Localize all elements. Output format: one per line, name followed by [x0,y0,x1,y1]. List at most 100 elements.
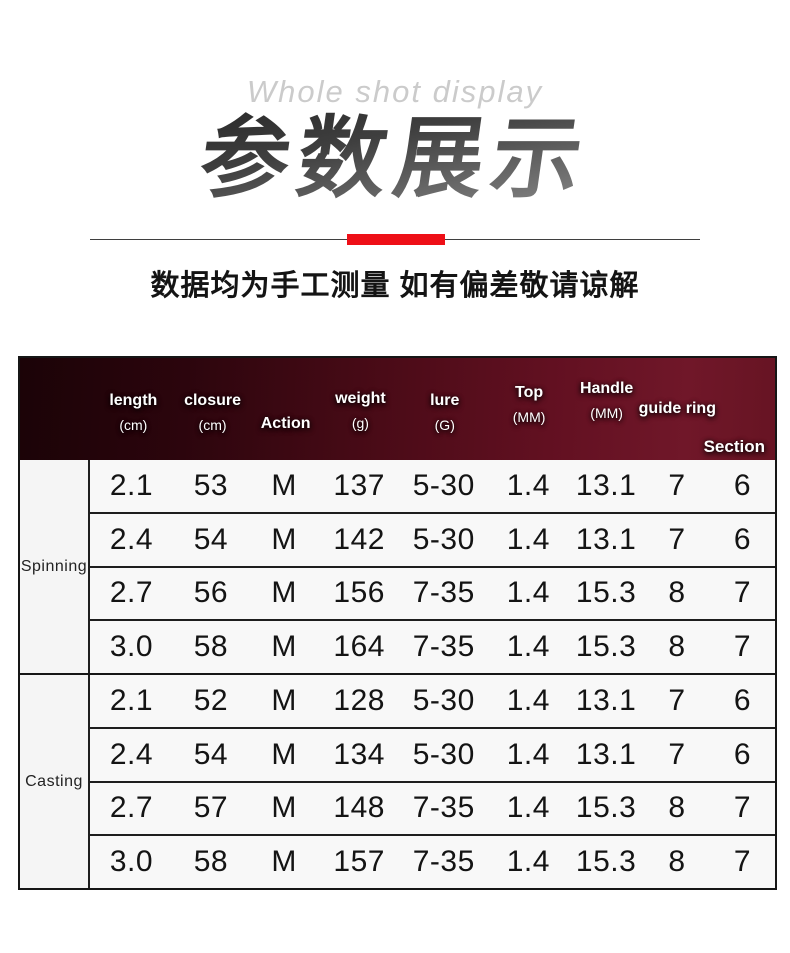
spec-cell: 5-30 [412,737,475,771]
spec-cell: 1.4 [506,630,550,664]
spec-cell: 53 [193,468,229,502]
spec-cell: 2.4 [109,737,154,771]
spec-cell: 8 [668,630,686,664]
spec-cell: 1.4 [506,468,550,502]
column-header-action: Action [250,358,320,460]
column-label: Action [260,415,311,432]
spec-cell: 156 [333,576,385,610]
spec-cell: 5-30 [412,683,475,717]
spec-cell: 2.1 [109,468,154,502]
spec-row: 2.7 57 M 148 7-35 1.4 15.3 8 7 [90,780,775,835]
page-title: 参数展示 [0,108,790,208]
table-body: Spinning 2.1 53 M 137 5-30 1.4 13.1 7 6 2.4 54 M 142 5… [20,460,775,888]
spec-cell: 1.4 [506,791,550,825]
group-spinning: Spinning 2.1 53 M 137 5-30 1.4 13.1 7 6 2.4 54 M 142 5… [20,460,775,673]
group-rows: 2.1 52 M 128 5-30 1.4 13.1 7 6 2.4 54 M 134 5-30 1.4 13… [90,675,775,888]
column-header-weight: weight (g) [321,358,400,460]
spec-cell: 142 [333,522,385,556]
spec-cell: 5-30 [412,522,475,556]
spec-cell: 7 [733,845,751,879]
spec-cell: 8 [668,845,686,879]
spec-cell: 58 [193,845,229,879]
spec-row: 3.0 58 M 157 7-35 1.4 15.3 8 7 [90,834,775,888]
spec-cell: 13.1 [575,468,637,502]
spec-cell: 7 [668,522,686,556]
spec-cell: 7 [668,468,686,502]
spec-cell: 2.1 [109,683,154,717]
spec-row: 3.0 58 M 164 7-35 1.4 15.3 8 7 [90,619,775,673]
spec-cell: 56 [193,576,229,610]
spec-cell: 7 [668,683,686,717]
column-header-handle: Handle (MM) [569,358,645,460]
spec-cell: 5-30 [412,468,475,502]
spec-row: 2.4 54 M 142 5-30 1.4 13.1 7 6 [90,511,775,566]
column-unit: (g) [351,415,369,431]
spec-cell: 128 [333,683,385,717]
eyebrow-text: Whole shot display [246,74,544,109]
group-label: Casting [20,675,90,888]
spec-cell: M [271,737,297,771]
spec-cell: 137 [333,468,385,502]
spec-cell: 15.3 [575,845,637,879]
spec-cell: 1.4 [506,737,550,771]
spec-cell: 7 [733,576,751,610]
column-header-top: Top (MM) [489,358,568,460]
column-unit: (MM) [512,409,546,425]
spec-cell: M [271,522,297,556]
spec-cell: 6 [733,522,751,556]
spec-row: 2.4 54 M 134 5-30 1.4 13.1 7 6 [90,726,775,781]
spec-cell: 164 [333,630,385,664]
spec-cell: M [271,683,297,717]
spec-cell: 7 [733,630,751,664]
spec-cell: M [271,576,297,610]
spec-cell: 57 [193,791,229,825]
accent-bar [347,234,445,245]
group-label: Spinning [20,460,90,673]
column-header-closure: closure (cm) [175,358,251,460]
spec-cell: 13.1 [575,522,637,556]
spec-cell: 15.3 [575,630,637,664]
spec-cell: M [271,630,297,664]
spec-cell: 3.0 [109,630,154,664]
column-label: lure [430,392,460,409]
spec-cell: 1.4 [506,845,550,879]
spec-cell: 157 [333,845,385,879]
spec-cell: 8 [668,791,686,825]
column-label: guide ring [638,400,716,417]
column-header-guide-ring: guide ring [639,358,716,460]
spec-cell: 6 [733,468,751,502]
column-unit: (cm) [198,417,227,433]
spec-cell: 1.4 [506,522,550,556]
column-header-length: length (cm) [92,358,175,460]
column-header-lure: lure (G) [400,358,489,460]
group-rows: 2.1 53 M 137 5-30 1.4 13.1 7 6 2.4 54 M 142 5-30 1.4 13… [90,460,775,673]
spec-cell: M [271,468,297,502]
spec-cell: 1.4 [506,576,550,610]
spec-cell: M [271,845,297,879]
table-header: Section length (cm) closure (cm) Action weigh… [20,358,775,460]
spec-cell: 54 [193,737,229,771]
spec-row: 2.1 53 M 137 5-30 1.4 13.1 7 6 [90,460,775,512]
spec-cell: M [271,791,297,825]
spec-cell: 7 [668,737,686,771]
spec-cell: 134 [333,737,385,771]
spec-cell: 6 [733,737,751,771]
spec-cell: 2.7 [109,791,154,825]
spec-cell: 8 [668,576,686,610]
spec-cell: 58 [193,630,229,664]
column-label: Top [515,384,544,401]
column-label: closure [184,392,241,409]
column-label: Handle [579,380,634,397]
spec-table: Section length (cm) closure (cm) Action weigh… [18,356,777,890]
spec-cell: 13.1 [575,737,637,771]
spec-cell: 7-35 [412,630,475,664]
spec-cell: 13.1 [575,683,637,717]
spec-cell: 2.7 [109,576,154,610]
column-label: weight [335,390,386,407]
spec-cell: 52 [193,683,229,717]
column-unit: (cm) [119,417,148,433]
group-casting: Casting 2.1 52 M 128 5-30 1.4 13.1 7 6 2.4 54 M 134 5-… [20,673,775,888]
spec-cell: 148 [333,791,385,825]
column-unit: (G) [434,417,455,433]
